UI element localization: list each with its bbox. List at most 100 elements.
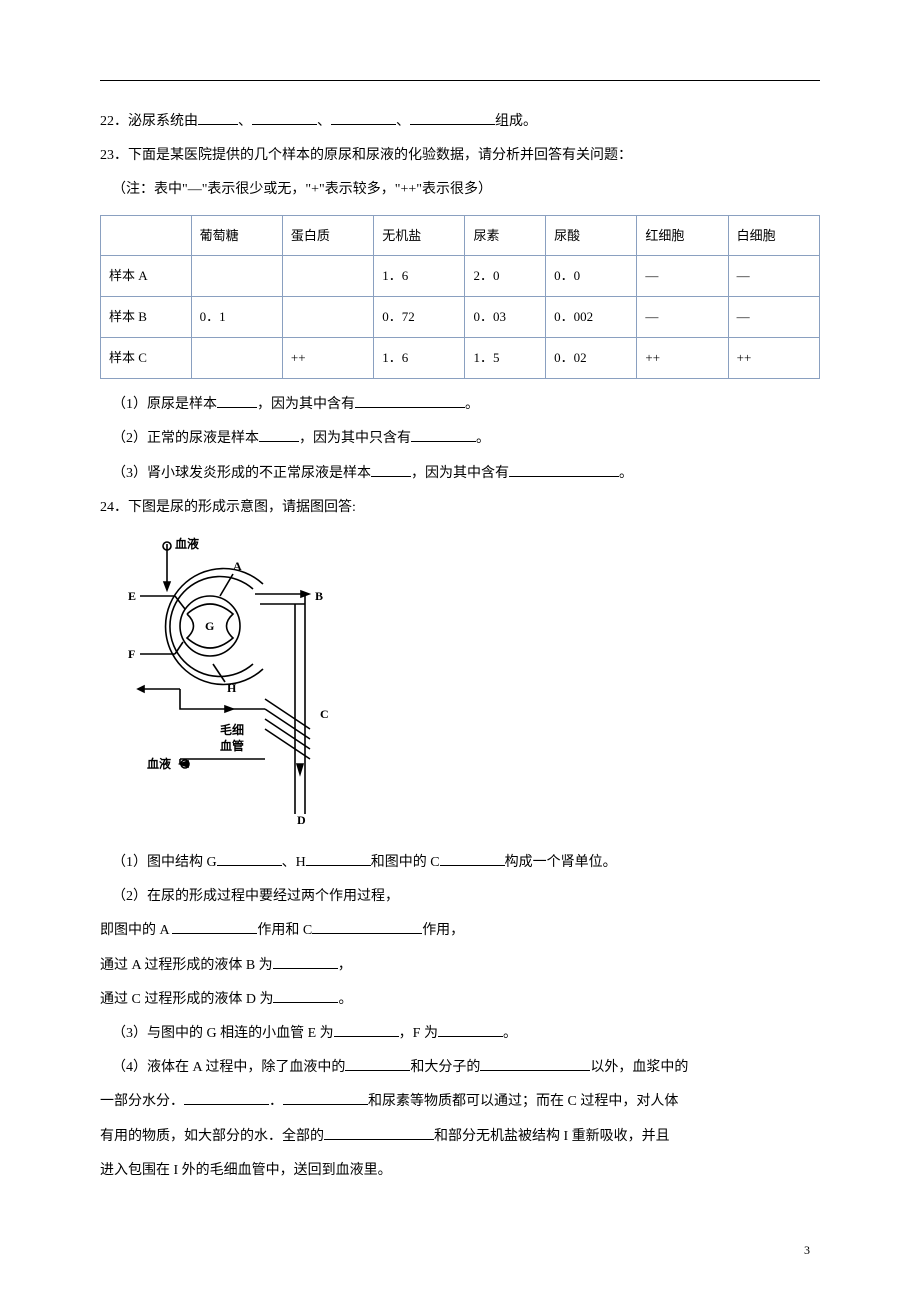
label-xueye2: 血液 — [147, 756, 171, 771]
q22-sep1: 、 — [238, 114, 252, 129]
th — [101, 215, 192, 256]
td: — — [637, 256, 728, 297]
q23-sub2: （2）正常的尿液是样本，因为其中只含有。 — [100, 423, 820, 455]
td: — — [637, 297, 728, 338]
q24-sub3: （3）与图中的 G 相连的小血管 E 为，F 为。 — [100, 1018, 820, 1050]
td: 1．6 — [374, 338, 465, 379]
th: 尿素 — [465, 215, 546, 256]
t: （4）液体在 A 过程中，除了血液中的 — [112, 1060, 345, 1075]
blank — [184, 1091, 269, 1105]
blank — [440, 852, 505, 866]
t: 即图中的 A — [100, 923, 172, 938]
t: （3）肾小球发炎形成的不正常尿液是样本 — [112, 466, 371, 481]
td: 0．72 — [374, 297, 465, 338]
td: ++ — [728, 338, 819, 379]
t: 。 — [619, 466, 633, 481]
t: 一部分水分． — [100, 1094, 184, 1109]
t: 作用和 C — [257, 923, 312, 938]
blank — [345, 1057, 410, 1071]
t: 作用， — [422, 923, 464, 938]
q24-num: 24． — [100, 500, 128, 515]
blank — [410, 111, 495, 125]
t: ，因为其中含有 — [411, 466, 509, 481]
t: 和大分子的 — [410, 1060, 480, 1075]
label-xueye: 血液 — [175, 536, 199, 551]
q24-sub4-l3: 有用的物质，如大部分的水．全部的 和部分无机盐被结构 I 重新吸收，并且 — [100, 1121, 820, 1153]
q23-intro-text: 下面是某医院提供的几个样本的原尿和尿液的化验数据，请分析并回答有关问题： — [128, 148, 632, 163]
q22-num: 22． — [100, 114, 128, 129]
q24-intro: 24．下图是尿的形成示意图，请据图回答: — [100, 492, 820, 524]
blank — [198, 111, 238, 125]
data-table: 葡萄糖 蛋白质 无机盐 尿素 尿酸 红细胞 白细胞 样本 A 1．6 2．0 0… — [100, 215, 820, 380]
td: ++ — [282, 338, 373, 379]
blank — [438, 1023, 503, 1037]
label-B: B — [315, 589, 323, 603]
blank — [172, 920, 257, 934]
td: 0．03 — [465, 297, 546, 338]
q24-intro-text: 下图是尿的形成示意图，请据图回答: — [128, 500, 356, 515]
label-F: F — [128, 647, 135, 661]
label-xueguan: 血管 — [220, 738, 244, 753]
q24-sub4-l2: 一部分水分．．和尿素等物质都可以通过；而在 C 过程中，对人体 — [100, 1086, 820, 1118]
label-H: H — [227, 681, 237, 695]
t: 。 — [338, 992, 352, 1007]
t: 构成一个肾单位。 — [505, 855, 617, 870]
q22-t2: 组成。 — [495, 114, 537, 129]
th: 无机盐 — [374, 215, 465, 256]
td: 2．0 — [465, 256, 546, 297]
q23-num: 23． — [100, 148, 128, 163]
q24-sub2-l4: 通过 C 过程形成的液体 D 为 。 — [100, 984, 820, 1016]
q23-sub1: （1）原尿是样本，因为其中含有。 — [100, 389, 820, 421]
t: （3）与图中的 G 相连的小血管 E 为 — [112, 1026, 334, 1041]
td: 0．1 — [191, 297, 282, 338]
table-row: 样本 A 1．6 2．0 0．0 — — — [101, 256, 820, 297]
td — [191, 256, 282, 297]
label-D: D — [297, 813, 306, 824]
t: ，因为其中只含有 — [299, 431, 411, 446]
t: 通过 C 过程形成的液体 D 为 — [100, 992, 273, 1007]
td: 样本 A — [101, 256, 192, 297]
blank — [411, 428, 476, 442]
q24-sub4-l4: 进入包围在 I 外的毛细血管中，送回到血液里。 — [100, 1155, 820, 1187]
td: — — [728, 297, 819, 338]
th: 蛋白质 — [282, 215, 373, 256]
t: 有用的物质，如大部分的水．全部的 — [100, 1129, 324, 1144]
q23-intro: 23．下面是某医院提供的几个样本的原尿和尿液的化验数据，请分析并回答有关问题： — [100, 140, 820, 172]
q22-t1: 泌尿系统由 — [128, 114, 198, 129]
q23-sub3: （3）肾小球发炎形成的不正常尿液是样本 ，因为其中含有 。 — [100, 458, 820, 490]
top-rule — [100, 80, 820, 81]
blank — [217, 852, 282, 866]
td: 1．5 — [465, 338, 546, 379]
blank — [334, 1023, 399, 1037]
th: 红细胞 — [637, 215, 728, 256]
td: 样本 C — [101, 338, 192, 379]
blank — [273, 989, 338, 1003]
blank — [217, 394, 257, 408]
t: ． — [269, 1094, 283, 1109]
blank — [259, 428, 299, 442]
blank — [355, 394, 465, 408]
q22-sep2: 、 — [317, 114, 331, 129]
td: — — [728, 256, 819, 297]
t: 和部分无机盐被结构 I 重新吸收，并且 — [434, 1129, 670, 1144]
q24-sub4-l1: （4）液体在 A 过程中，除了血液中的 和大分子的 以外，血浆中的 — [100, 1052, 820, 1084]
td — [191, 338, 282, 379]
table-row: 样本 B 0．1 0．72 0．03 0．002 — — — [101, 297, 820, 338]
t: 以外，血浆中的 — [590, 1060, 688, 1075]
t: 。 — [503, 1026, 517, 1041]
table-header-row: 葡萄糖 蛋白质 无机盐 尿素 尿酸 红细胞 白细胞 — [101, 215, 820, 256]
label-A: A — [233, 559, 242, 573]
td — [282, 256, 373, 297]
blank — [273, 955, 338, 969]
t: （2）正常的尿液是样本 — [112, 431, 259, 446]
blank — [306, 852, 371, 866]
label-maoxi: 毛细 — [220, 722, 244, 737]
td: 0．02 — [546, 338, 637, 379]
blank — [371, 463, 411, 477]
q24-sub2-l2: 即图中的 A 作用和 C 作用， — [100, 915, 820, 947]
td: 样本 B — [101, 297, 192, 338]
blank — [252, 111, 317, 125]
table-row: 样本 C ++ 1．6 1．5 0．02 ++ ++ — [101, 338, 820, 379]
th: 葡萄糖 — [191, 215, 282, 256]
q24-sub1: （1）图中结构 G、H和图中的 C构成一个肾单位。 — [100, 847, 820, 879]
